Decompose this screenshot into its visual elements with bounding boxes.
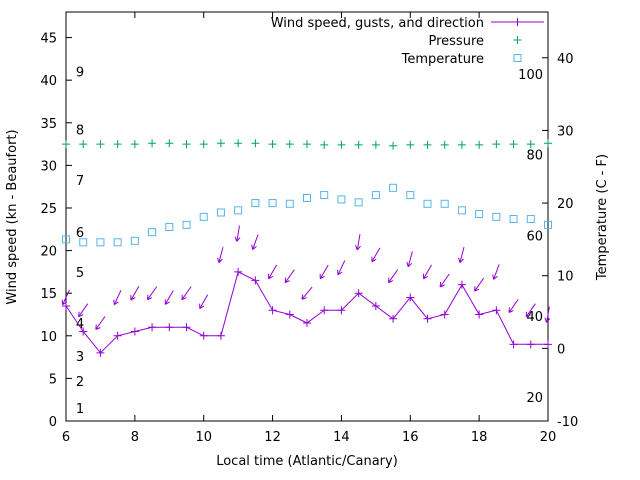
x-tick-label: 20 bbox=[540, 430, 557, 445]
x-tick-label: 8 bbox=[131, 430, 139, 445]
x-tick-label: 10 bbox=[195, 430, 212, 445]
legend-label: Temperature bbox=[401, 52, 484, 67]
wind-speed-line bbox=[65, 271, 548, 354]
y-right-tick-label: 10 bbox=[557, 270, 574, 285]
temperature-square-marker bbox=[113, 238, 122, 247]
legend-label: Wind speed, gusts, and direction bbox=[271, 16, 484, 31]
temperature-square-marker bbox=[320, 191, 329, 200]
plot-border bbox=[65, 11, 549, 422]
temperature-square-marker bbox=[251, 199, 260, 208]
temperature-square-marker bbox=[130, 236, 139, 245]
x-tick-label: 12 bbox=[264, 430, 281, 445]
beaufort-label: 1 bbox=[76, 402, 84, 417]
y-right-tick-label: 20 bbox=[557, 197, 574, 212]
beaufort-label: 4 bbox=[76, 317, 84, 332]
temperature-series bbox=[62, 183, 552, 247]
temperature-square-marker bbox=[354, 198, 363, 207]
fahrenheit-label: 20 bbox=[526, 391, 543, 406]
legend-entry-temperature: Temperature bbox=[401, 52, 522, 67]
y-right-tick-label: 30 bbox=[557, 124, 574, 139]
wind-plus-markers bbox=[62, 267, 552, 357]
temperature-square-marker bbox=[268, 199, 277, 208]
right-axis-title: Temperature (C - F) bbox=[595, 154, 610, 281]
fahrenheit-label: 60 bbox=[526, 229, 543, 244]
legend-label: Pressure bbox=[428, 34, 484, 49]
temperature-square-marker bbox=[62, 235, 70, 244]
beaufort-label: 3 bbox=[76, 350, 84, 365]
gust-direction-arrows bbox=[61, 225, 551, 331]
beaufort-label: 7 bbox=[76, 174, 84, 189]
beaufort-label: 5 bbox=[76, 266, 84, 281]
x-axis-title: Local time (Atlantic/Canary) bbox=[216, 454, 398, 469]
axis-ticks: 6 8 10 12 14 16 18 20051015202530354045-1001020… bbox=[40, 12, 578, 445]
temperature-square-marker bbox=[303, 193, 311, 202]
y-left-tick-label: 45 bbox=[40, 32, 57, 47]
fahrenheit-label: 100 bbox=[518, 68, 543, 83]
temperature-square-marker bbox=[492, 212, 501, 221]
pressure-plus-markers bbox=[62, 139, 552, 150]
x-tick-label: 18 bbox=[471, 430, 488, 445]
temperature-square-marker bbox=[182, 220, 191, 229]
y-left-tick-label: 20 bbox=[40, 245, 57, 260]
temperature-square-marker bbox=[337, 195, 346, 204]
y-left-tick-label: 5 bbox=[49, 372, 57, 387]
temperature-square-marker bbox=[475, 209, 484, 218]
legend-marker-sample bbox=[513, 54, 522, 62]
temperature-square-marker bbox=[285, 199, 294, 208]
temperature-square-marker bbox=[148, 228, 157, 237]
beaufort-label: 2 bbox=[76, 375, 84, 390]
temperature-square-marker bbox=[440, 199, 449, 208]
legend-entry-pressure: Pressure bbox=[428, 34, 522, 49]
y-right-tick-label: 40 bbox=[557, 52, 574, 67]
temperature-square-marker bbox=[96, 238, 105, 247]
fahrenheit-label: 40 bbox=[526, 310, 543, 325]
x-tick-label: 14 bbox=[333, 430, 350, 445]
y-right-tick-label: 0 bbox=[557, 342, 565, 357]
y-left-tick-label: 35 bbox=[40, 117, 57, 132]
legend-marker-sample bbox=[513, 36, 522, 44]
temperature-square-marker bbox=[423, 199, 432, 208]
temperature-square-marker bbox=[526, 215, 535, 224]
y-right-tick-label: -10 bbox=[557, 415, 578, 430]
wind-series bbox=[61, 225, 552, 357]
temperature-square-marker bbox=[199, 212, 208, 221]
y-left-tick-label: 15 bbox=[40, 287, 57, 302]
legend-entry-wind: Wind speed, gusts, and direction bbox=[271, 16, 544, 31]
inner-scale-labels: 1 2 3 4 5 6 7 8 9 20 40 60 80 100 bbox=[76, 66, 543, 418]
temperature-square-marker bbox=[406, 191, 415, 200]
legend-marker-sample bbox=[513, 18, 522, 26]
temperature-square-marker bbox=[216, 208, 225, 217]
x-tick-label: 16 bbox=[402, 430, 419, 445]
temperature-square-marker bbox=[371, 191, 380, 200]
y-left-tick-label: 0 bbox=[49, 415, 57, 430]
left-axis-title: Wind speed (kn - Beaufort) bbox=[5, 129, 20, 304]
temperature-square-marker bbox=[457, 206, 466, 215]
y-left-tick-label: 10 bbox=[40, 330, 57, 345]
fahrenheit-label: 80 bbox=[526, 149, 543, 164]
legend: Wind speed, gusts, and direction Pressure… bbox=[271, 16, 544, 67]
pressure-series bbox=[62, 139, 552, 150]
temperature-square-marker bbox=[389, 183, 398, 192]
temperature-square-marker bbox=[509, 215, 518, 224]
y-left-tick-label: 40 bbox=[40, 74, 57, 89]
beaufort-label: 9 bbox=[76, 66, 84, 81]
beaufort-label: 8 bbox=[76, 124, 84, 139]
temperature-square-marker bbox=[234, 206, 243, 215]
y-left-tick-label: 30 bbox=[40, 159, 57, 174]
beaufort-label: 6 bbox=[76, 226, 84, 241]
y-left-tick-label: 25 bbox=[40, 202, 57, 217]
temperature-square-marker bbox=[165, 223, 174, 232]
x-tick-label: 6 bbox=[62, 430, 70, 445]
temperature-square-marker bbox=[544, 220, 552, 229]
temperature-square-marker bbox=[79, 238, 88, 247]
